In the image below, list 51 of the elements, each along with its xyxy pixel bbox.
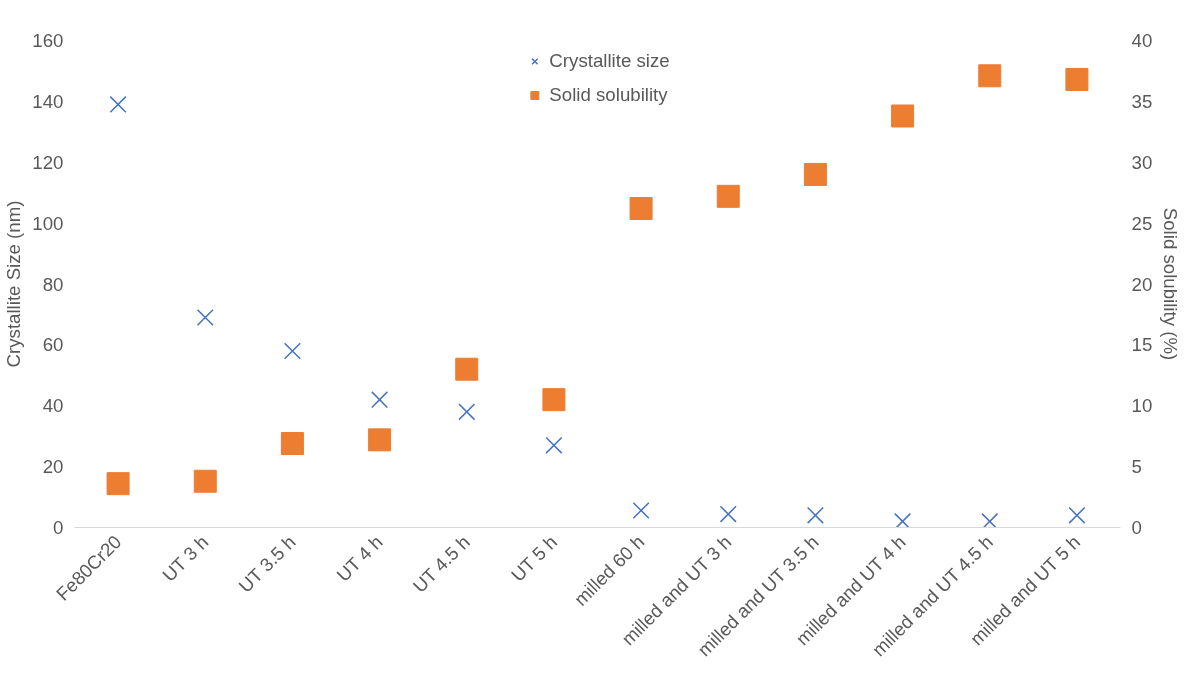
point xyxy=(1065,67,1089,91)
point xyxy=(196,308,214,327)
y-tick-label: 0 xyxy=(53,517,64,538)
y2-axis-title: Solid solubility (%) xyxy=(1160,207,1182,361)
point xyxy=(719,505,737,523)
point xyxy=(542,388,566,412)
point xyxy=(193,469,217,493)
y2-tick-label: 0 xyxy=(1131,517,1142,538)
x-tick-label: UT 4.5 h xyxy=(408,531,474,597)
x-tick-label: UT 5 h xyxy=(506,531,562,586)
y-tick-label: 160 xyxy=(32,30,64,51)
x-tick-label: UT 4 h xyxy=(332,531,387,586)
x-tick-label: UT 3 h xyxy=(158,531,213,586)
point xyxy=(891,104,915,128)
y-axis-title: Crystallite Size (nm) xyxy=(3,200,25,368)
y-tick-label: 120 xyxy=(32,151,64,173)
point xyxy=(806,506,824,524)
y-tick-label: 60 xyxy=(42,334,64,356)
y-tick-label: 80 xyxy=(42,273,64,295)
y2-tick-label: 40 xyxy=(1131,30,1153,51)
point xyxy=(455,357,479,381)
x-tick-label: UT 3.5 h xyxy=(234,531,300,597)
point xyxy=(894,512,912,528)
point xyxy=(280,431,304,455)
point xyxy=(106,472,130,496)
y2-tick-label: 30 xyxy=(1131,151,1153,173)
y2-tick-label: 20 xyxy=(1131,273,1153,295)
y2-tick-label: 15 xyxy=(1131,334,1153,356)
y2-tick-label: 5 xyxy=(1131,456,1142,478)
point xyxy=(368,428,392,452)
point xyxy=(803,162,827,186)
y-tick-label: 140 xyxy=(32,90,64,112)
point xyxy=(458,403,476,421)
y-tick-label: 40 xyxy=(42,395,64,417)
point xyxy=(283,342,301,360)
y-tick-label: 20 xyxy=(42,456,64,478)
point xyxy=(545,436,563,454)
y2-tick-label: 10 xyxy=(1131,395,1153,417)
y2-tick-label: 35 xyxy=(1131,90,1153,112)
legend-label: Crystallite size xyxy=(549,50,670,72)
y-tick-label: 100 xyxy=(32,212,64,234)
point xyxy=(1068,506,1086,524)
point xyxy=(371,391,389,409)
point xyxy=(632,501,650,519)
y2-tick-label: 25 xyxy=(1131,212,1153,234)
point xyxy=(109,95,127,113)
point xyxy=(981,512,999,528)
legend-label: Solid solubility xyxy=(549,84,668,106)
point xyxy=(629,197,653,221)
point xyxy=(978,64,1002,88)
point xyxy=(716,184,740,208)
